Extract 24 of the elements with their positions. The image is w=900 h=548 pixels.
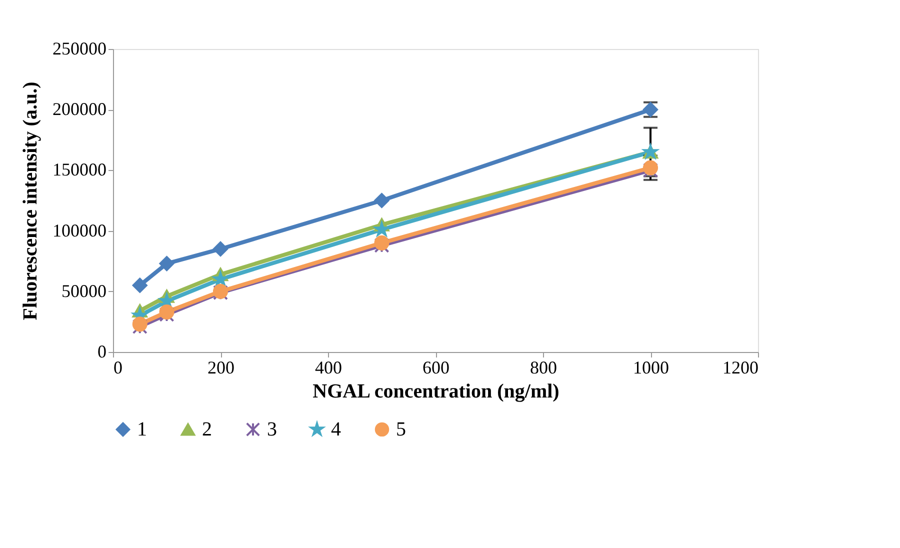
point: [374, 192, 390, 208]
y-axis-title: Fluorescence intensity (a.u.): [20, 82, 42, 320]
y-tick-label: 0: [98, 342, 106, 362]
x-tick-label: 0: [114, 358, 122, 378]
x-tick-label: 400: [315, 358, 342, 378]
legend-label: 5: [396, 418, 406, 440]
x-tick-label: 1000: [633, 358, 669, 378]
y-tick-label: 200000: [52, 99, 106, 120]
x-tick-label: 1200: [722, 358, 758, 378]
legend-label: 4: [331, 418, 341, 440]
legend-label: 1: [137, 418, 147, 440]
point: [159, 256, 174, 272]
x-tick-label: 600: [422, 358, 450, 378]
x-tick-label: 800: [530, 358, 557, 378]
point: [212, 241, 228, 256]
y-tick-label: 100000: [52, 220, 106, 240]
point: [132, 278, 148, 293]
x-tick-label: 200: [208, 358, 234, 378]
y-tick-label: 150000: [52, 160, 106, 180]
y-tick-label: 50000: [62, 280, 106, 301]
y-tick-label: 250000: [52, 38, 106, 58]
legend-label: 2: [202, 418, 212, 440]
x-axis-title: NGAL concentration (ng/ml): [312, 380, 560, 402]
legend-label: 3: [267, 418, 277, 440]
